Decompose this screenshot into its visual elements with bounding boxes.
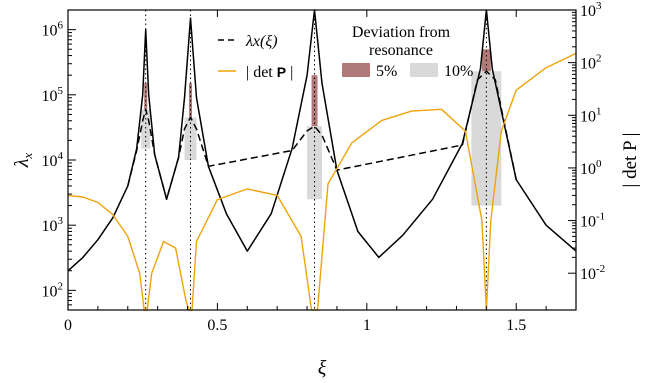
legend-lambda-label: λx(ξ) [245,33,278,50]
x-tick-label-0: 0 [64,317,72,334]
legend-det-bold: P [277,64,286,80]
series-line-1 [127,70,517,200]
y-axis-left-title: λx [11,153,35,169]
y-right-tick-label-1: 10-1 [580,211,605,231]
legend-det-label: | det P | [246,64,293,81]
y-right-tick-label-0: 10-2 [580,263,605,283]
legend-band-title-2: resonance [369,42,433,59]
legend-band10-swatch [410,63,438,77]
band-10pct-3 [471,71,502,206]
legend-band10-label: 10% [444,63,473,80]
x-tick-label-2: 1 [363,317,371,334]
band-10pct-1 [184,117,197,160]
legend-band5-swatch [342,63,370,77]
y-left-label-sub: x [20,153,35,160]
y-right-tick-label-2: 100 [580,158,602,178]
resonance-lines [145,10,487,310]
y-left-tick-label-1: 103 [42,215,64,235]
legend: λx(ξ) | det P | Deviation from resonance… [218,24,473,81]
axis-ticks: 0 0.5 1 1.5 102 103 104 105 106 10-2 10-1 100 101 102… [42,0,606,334]
x-tick-label-1: 0.5 [207,317,227,334]
legend-det-post: | [286,64,293,81]
x-axis-title: ξ [318,357,327,379]
y-left-tick-label-3: 105 [42,85,64,105]
band-10pct-2 [307,126,322,200]
x-tick-label-3: 1.5 [506,317,526,334]
y-right-tick-label-5: 103 [580,0,602,20]
legend-band-title-1: Deviation from [352,24,451,41]
band-10pct-0 [141,109,151,149]
y-axis-right-title: | det P | [620,133,641,188]
y-left-tick-label-0: 102 [42,280,64,300]
legend-band5-label: 5% [376,63,397,80]
y-left-label-main: λ [11,158,33,168]
legend-det-pre: | det [246,64,277,81]
y-left-tick-label-2: 104 [42,150,64,170]
y-right-tick-label-3: 101 [580,105,602,125]
y-left-tick-label-4: 106 [42,20,64,40]
y-right-tick-label-4: 102 [580,53,602,73]
